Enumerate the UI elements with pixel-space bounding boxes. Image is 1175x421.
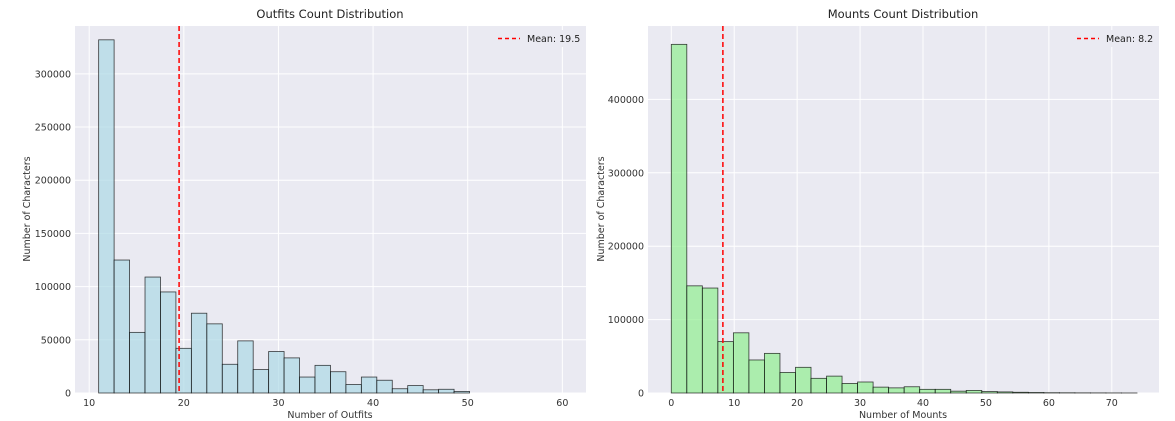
outfits-y-axis-label: Number of Characters bbox=[22, 156, 33, 261]
mounts-plot-area bbox=[648, 26, 1159, 393]
outfits-histogram-bar bbox=[407, 385, 424, 394]
outfits-x-tick-label: 20 bbox=[178, 398, 190, 409]
mounts-chart-title: Mounts Count Distribution bbox=[828, 7, 979, 21]
mounts-histogram-bar bbox=[795, 366, 812, 394]
mounts-histogram-bar bbox=[1027, 392, 1045, 394]
mounts-x-tick-label: 40 bbox=[917, 398, 929, 409]
outfits-histogram-bar bbox=[283, 357, 300, 394]
mounts-histogram-bar bbox=[717, 341, 734, 394]
outfits-y-tick-label: 50000 bbox=[41, 335, 71, 346]
mounts-x-tick-label: 10 bbox=[728, 398, 740, 409]
mounts-histogram-bar bbox=[950, 390, 967, 394]
outfits-histogram-bar bbox=[190, 312, 208, 394]
mounts-histogram-bar bbox=[919, 388, 936, 394]
mounts-y-tick-label: 100000 bbox=[608, 315, 644, 326]
outfits-y-tick-label: 100000 bbox=[35, 282, 71, 293]
mounts-x-tick-label: 70 bbox=[1106, 398, 1118, 409]
outfits-x-tick-label: 30 bbox=[272, 398, 284, 409]
mounts-histogram-bar bbox=[826, 375, 843, 394]
outfits-histogram-bar bbox=[345, 384, 362, 394]
mounts-histogram-panel: 0 10 20 30 40 50 60 70 0 100000 200000 300000 40000… bbox=[596, 7, 1159, 421]
outfits-histogram-bar bbox=[206, 323, 223, 394]
mounts-histogram-bar bbox=[748, 359, 765, 394]
outfits-histogram-bar bbox=[144, 276, 161, 394]
mounts-x-tick-label: 20 bbox=[791, 398, 803, 409]
outfits-histogram-bar bbox=[160, 291, 177, 394]
mounts-histogram-bar bbox=[701, 287, 719, 394]
mounts-x-axis-label: Number of Mounts bbox=[859, 410, 947, 421]
outfits-histogram-bar bbox=[314, 364, 331, 394]
mounts-legend: Mean: 8.2 bbox=[1067, 30, 1155, 47]
outfits-histogram-bar bbox=[391, 388, 409, 394]
mounts-y-tick-label: 400000 bbox=[608, 95, 644, 106]
mounts-y-tick-label: 200000 bbox=[608, 242, 644, 253]
mounts-histogram-bar bbox=[686, 285, 703, 394]
mounts-histogram-bar bbox=[732, 332, 750, 394]
mounts-histogram-bar bbox=[764, 352, 781, 394]
mounts-histogram-bar bbox=[934, 388, 952, 394]
outfits-y-tick-label: 200000 bbox=[35, 176, 71, 187]
outfits-histogram-bar bbox=[98, 39, 115, 394]
outfits-x-tick-label: 50 bbox=[462, 398, 474, 409]
mounts-histogram-bar bbox=[857, 381, 874, 394]
outfits-histogram-bar bbox=[299, 376, 316, 394]
outfits-x-tick-label: 10 bbox=[83, 398, 95, 409]
mounts-histogram-bar bbox=[1012, 391, 1029, 394]
outfits-histogram-bar bbox=[113, 259, 130, 394]
outfits-histogram-bar bbox=[360, 376, 378, 394]
mounts-x-tick-label: 60 bbox=[1043, 398, 1055, 409]
mounts-histogram-bar bbox=[841, 383, 858, 394]
outfits-y-tick-label: 0 bbox=[65, 389, 71, 400]
mounts-histogram-bar bbox=[810, 377, 827, 394]
mounts-x-tick-label: 0 bbox=[668, 398, 674, 409]
outfits-legend: Mean: 19.5 bbox=[488, 30, 582, 47]
mounts-legend-mean-label: Mean: 8.2 bbox=[1106, 34, 1153, 45]
outfits-histogram-bar bbox=[268, 351, 285, 394]
outfits-histogram-bar bbox=[175, 347, 192, 394]
outfits-histogram-panel: 10 20 30 40 50 60 0 50000 100000 150000 200000 250… bbox=[22, 7, 586, 421]
mounts-histogram-bar bbox=[872, 386, 890, 394]
mounts-y-tick-label: 0 bbox=[638, 389, 644, 400]
outfits-x-axis-label: Number of Outfits bbox=[287, 410, 372, 421]
outfits-histogram-bar bbox=[221, 363, 239, 394]
outfits-chart-title: Outfits Count Distribution bbox=[256, 7, 403, 21]
mounts-histogram-bar bbox=[965, 390, 983, 394]
outfits-y-tick-label: 250000 bbox=[35, 123, 71, 134]
outfits-y-tick-label: 150000 bbox=[35, 229, 71, 240]
mounts-x-tick-label: 50 bbox=[980, 398, 992, 409]
outfits-y-tick-label: 300000 bbox=[35, 69, 71, 80]
outfits-x-tick-label: 60 bbox=[556, 398, 568, 409]
outfits-histogram-bar bbox=[237, 340, 254, 394]
outfits-histogram-bar bbox=[438, 388, 455, 394]
outfits-histogram-bar bbox=[453, 391, 470, 394]
outfits-histogram-bar bbox=[422, 389, 440, 394]
mounts-y-tick-label: 300000 bbox=[608, 168, 644, 179]
mounts-histogram-bar bbox=[903, 386, 921, 394]
mounts-y-axis-label: Number of Characters bbox=[596, 156, 607, 261]
outfits-x-tick-label: 40 bbox=[367, 398, 379, 409]
outfits-histogram-bar bbox=[129, 331, 146, 394]
mounts-histogram-bar bbox=[981, 391, 998, 394]
outfits-histogram-bar bbox=[252, 369, 270, 394]
mounts-histogram-bar bbox=[888, 387, 905, 394]
mounts-x-tick-label: 30 bbox=[854, 398, 866, 409]
mounts-histogram-bar bbox=[779, 372, 796, 394]
outfits-legend-mean-label: Mean: 19.5 bbox=[527, 34, 580, 45]
outfits-histogram-bar bbox=[330, 371, 347, 394]
mounts-histogram-bar bbox=[670, 43, 688, 394]
outfits-histogram-bar bbox=[376, 379, 393, 394]
mounts-histogram-bar bbox=[996, 391, 1014, 394]
